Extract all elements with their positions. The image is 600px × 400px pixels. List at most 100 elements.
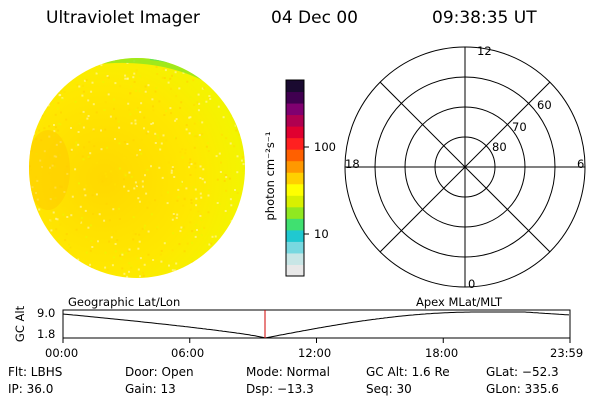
image-speck — [49, 269, 52, 272]
image-speck — [208, 148, 211, 151]
image-speck — [195, 135, 198, 138]
image-speck — [29, 108, 32, 110]
image-speck — [102, 81, 105, 83]
image-speck — [227, 87, 230, 90]
timeline-axis-label: GC Alt — [13, 305, 27, 343]
image-speck — [239, 97, 242, 100]
image-speck — [169, 77, 172, 80]
image-speck — [37, 100, 40, 103]
image-speck — [115, 117, 117, 120]
image-speck — [34, 104, 37, 107]
image-speck — [59, 123, 62, 126]
colorbar-segment — [286, 149, 304, 162]
image-speck — [206, 275, 208, 278]
image-speck — [160, 260, 163, 263]
image-speck — [154, 142, 157, 144]
x-tick-label-3: 18:00 — [425, 346, 459, 360]
image-speck — [110, 114, 113, 117]
image-speck — [73, 273, 76, 276]
image-speck — [41, 253, 44, 256]
image-speck — [46, 251, 48, 254]
image-speck — [128, 270, 130, 273]
image-speck — [114, 138, 116, 140]
image-speck — [207, 274, 210, 277]
image-speck — [34, 240, 36, 243]
image-speck — [95, 133, 98, 136]
image-speck — [210, 267, 213, 270]
image-speck — [206, 142, 209, 145]
image-speck — [156, 227, 158, 230]
image-speck — [52, 85, 55, 88]
image-speck — [234, 189, 236, 191]
image-speck — [43, 111, 46, 114]
image-speck — [114, 243, 117, 245]
image-speck — [220, 266, 223, 269]
image-speck — [207, 150, 210, 153]
image-speck — [172, 168, 175, 170]
image-speck — [56, 60, 59, 63]
image-speck — [138, 240, 141, 243]
image-speck — [33, 271, 36, 274]
image-speck — [203, 101, 205, 104]
image-speck — [220, 161, 222, 164]
image-speck — [132, 238, 135, 241]
glat-info: GLat: −52.3 — [486, 365, 559, 379]
image-speck — [142, 271, 144, 274]
image-speck — [133, 72, 136, 75]
image-speck — [235, 234, 238, 237]
mlt-label-12: 12 — [477, 44, 492, 58]
image-speck — [191, 257, 194, 260]
image-speck — [146, 168, 149, 171]
image-speck — [69, 70, 71, 73]
image-speck — [56, 259, 58, 262]
image-speck — [182, 71, 185, 74]
image-speck — [225, 174, 228, 177]
image-speck — [156, 73, 159, 75]
image-speck — [243, 263, 245, 266]
image-speck — [159, 148, 162, 151]
image-speck — [186, 80, 189, 83]
image-speck — [171, 166, 174, 169]
door-info: Door: Open — [125, 365, 194, 379]
image-speck — [87, 226, 90, 229]
image-speck — [160, 194, 163, 197]
image-time: 09:38:35 UT — [432, 8, 537, 28]
image-speck — [33, 274, 36, 277]
image-speck — [138, 233, 141, 236]
image-speck — [180, 101, 183, 104]
image-speck — [124, 74, 127, 77]
image-speck — [194, 235, 197, 238]
image-speck — [233, 109, 236, 112]
image-speck — [60, 90, 63, 93]
image-speck — [170, 169, 173, 172]
image-speck — [126, 275, 129, 278]
image-speck — [57, 122, 60, 125]
image-speck — [235, 239, 238, 241]
image-speck — [231, 245, 233, 248]
image-speck — [92, 129, 95, 132]
image-speck — [200, 196, 203, 199]
image-speck — [233, 110, 236, 113]
image-speck — [140, 102, 143, 105]
image-speck — [83, 188, 86, 191]
image-speck — [171, 269, 174, 272]
image-speck — [177, 196, 180, 199]
image-speck — [91, 266, 93, 269]
image-speck — [145, 132, 148, 135]
colorbar-segment — [286, 137, 304, 150]
image-speck — [179, 230, 182, 233]
image-speck — [241, 169, 244, 172]
image-speck — [181, 148, 184, 151]
image-speck — [225, 189, 228, 192]
image-speck — [196, 260, 199, 263]
image-speck — [197, 109, 200, 112]
image-speck — [244, 106, 245, 109]
image-speck — [37, 216, 40, 219]
image-speck — [244, 90, 245, 93]
image-speck — [92, 103, 95, 106]
image-speck — [174, 119, 177, 122]
image-speck — [77, 258, 80, 261]
colorbar-segment — [286, 241, 304, 254]
image-speck — [118, 218, 121, 220]
